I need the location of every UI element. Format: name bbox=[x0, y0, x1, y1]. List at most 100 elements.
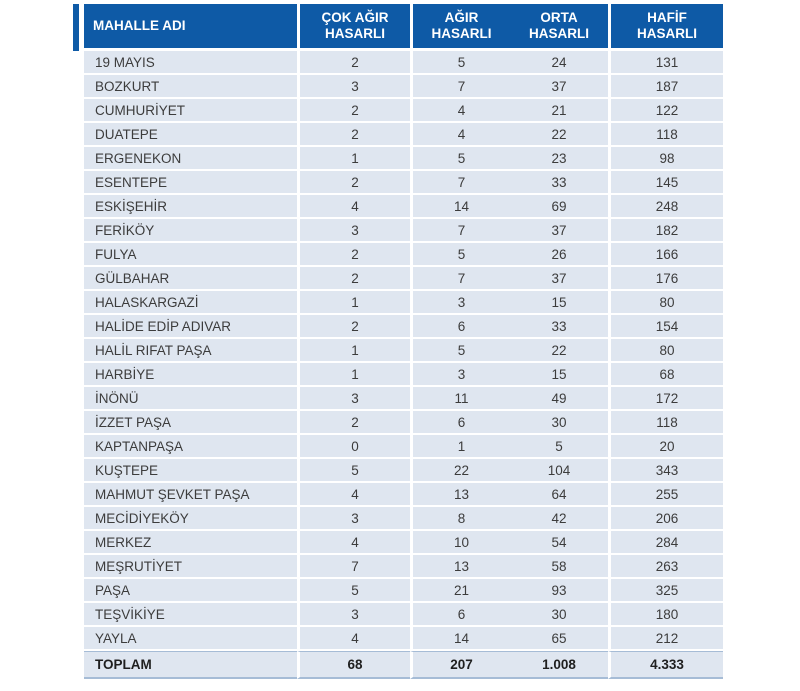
cell-hafif-hasarli: 20 bbox=[608, 435, 723, 459]
cell-mahalle-adi: 19 MAYIS bbox=[84, 51, 297, 75]
cell-hafif-hasarli: 154 bbox=[608, 315, 723, 339]
table-row: ESENTEPE 2 7 33 145 bbox=[84, 171, 723, 195]
cell-cok-agir-hasarli: 4 bbox=[297, 627, 410, 651]
cell-mahalle-adi: TEŞVİKİYE bbox=[84, 603, 297, 627]
table-row: HARBİYE 1 3 15 68 bbox=[84, 363, 723, 387]
cell-cok-agir-hasarli: 2 bbox=[297, 123, 410, 147]
col-header-orta-hasarli: ORTA HASARLI bbox=[510, 4, 608, 51]
cell-cok-agir-hasarli: 2 bbox=[297, 99, 410, 123]
cell-mahalle-adi: FULYA bbox=[84, 243, 297, 267]
cell-agir-hasarli: 21 bbox=[410, 579, 510, 603]
cell-orta-hasarli: 5 bbox=[510, 435, 608, 459]
cell-mahalle-adi: KUŞTEPE bbox=[84, 459, 297, 483]
cell-hafif-hasarli: 182 bbox=[608, 219, 723, 243]
cell-agir-hasarli: 14 bbox=[410, 627, 510, 651]
cell-mahalle-adi: ESKİŞEHİR bbox=[84, 195, 297, 219]
table-row: TEŞVİKİYE 3 6 30 180 bbox=[84, 603, 723, 627]
col-header-cok-agir-hasarli: ÇOK AĞIR HASARLI bbox=[297, 4, 410, 51]
cell-mahalle-adi: TOPLAM bbox=[84, 651, 297, 679]
cell-mahalle-adi: BOZKURT bbox=[84, 75, 297, 99]
col-header-hafif-hasarli: HAFİF HASARLI bbox=[608, 4, 723, 51]
cell-mahalle-adi: HARBİYE bbox=[84, 363, 297, 387]
cell-orta-hasarli: 30 bbox=[510, 411, 608, 435]
cell-hafif-hasarli: 180 bbox=[608, 603, 723, 627]
cell-agir-hasarli: 5 bbox=[410, 147, 510, 171]
cell-cok-agir-hasarli: 1 bbox=[297, 363, 410, 387]
cell-hafif-hasarli: 248 bbox=[608, 195, 723, 219]
cell-mahalle-adi: HALİL RIFAT PAŞA bbox=[84, 339, 297, 363]
table-row: ERGENEKON 1 5 23 98 bbox=[84, 147, 723, 171]
cell-mahalle-adi: KAPTANPAŞA bbox=[84, 435, 297, 459]
cell-hafif-hasarli: 122 bbox=[608, 99, 723, 123]
cell-agir-hasarli: 22 bbox=[410, 459, 510, 483]
cell-agir-hasarli: 5 bbox=[410, 339, 510, 363]
cell-agir-hasarli: 6 bbox=[410, 411, 510, 435]
table-row: YAYLA 4 14 65 212 bbox=[84, 627, 723, 651]
table-row: HALASKARGAZİ 1 3 15 80 bbox=[84, 291, 723, 315]
cell-orta-hasarli: 1.008 bbox=[510, 651, 608, 679]
cell-mahalle-adi: GÜLBAHAR bbox=[84, 267, 297, 291]
cell-orta-hasarli: 24 bbox=[510, 51, 608, 75]
cell-agir-hasarli: 4 bbox=[410, 99, 510, 123]
cell-mahalle-adi: ERGENEKON bbox=[84, 147, 297, 171]
cell-hafif-hasarli: 343 bbox=[608, 459, 723, 483]
table-header-row: MAHALLE ADI ÇOK AĞIR HASARLI AĞIR HASARL… bbox=[84, 4, 723, 51]
table-row: MECİDİYEKÖY 3 8 42 206 bbox=[84, 507, 723, 531]
cell-cok-agir-hasarli: 7 bbox=[297, 555, 410, 579]
cell-hafif-hasarli: 80 bbox=[608, 339, 723, 363]
table-total-row: TOPLAM 68 207 1.008 4.333 bbox=[84, 651, 723, 679]
cell-mahalle-adi: DUATEPE bbox=[84, 123, 297, 147]
cell-hafif-hasarli: 325 bbox=[608, 579, 723, 603]
cell-mahalle-adi: YAYLA bbox=[84, 627, 297, 651]
cell-agir-hasarli: 7 bbox=[410, 219, 510, 243]
cell-orta-hasarli: 22 bbox=[510, 339, 608, 363]
cell-hafif-hasarli: 212 bbox=[608, 627, 723, 651]
table-row: BOZKURT 3 7 37 187 bbox=[84, 75, 723, 99]
cell-hafif-hasarli: 4.333 bbox=[608, 651, 723, 679]
cell-cok-agir-hasarli: 1 bbox=[297, 339, 410, 363]
cell-cok-agir-hasarli: 4 bbox=[297, 483, 410, 507]
cell-mahalle-adi: MEŞRUTİYET bbox=[84, 555, 297, 579]
cell-orta-hasarli: 37 bbox=[510, 219, 608, 243]
cell-agir-hasarli: 11 bbox=[410, 387, 510, 411]
cell-mahalle-adi: MAHMUT ŞEVKET PAŞA bbox=[84, 483, 297, 507]
cell-mahalle-adi: ESENTEPE bbox=[84, 171, 297, 195]
cell-cok-agir-hasarli: 68 bbox=[297, 651, 410, 679]
cell-orta-hasarli: 58 bbox=[510, 555, 608, 579]
table-row: ESKİŞEHİR 4 14 69 248 bbox=[84, 195, 723, 219]
table-row: CUMHURİYET 2 4 21 122 bbox=[84, 99, 723, 123]
cell-agir-hasarli: 7 bbox=[410, 267, 510, 291]
cell-cok-agir-hasarli: 1 bbox=[297, 147, 410, 171]
cell-hafif-hasarli: 118 bbox=[608, 411, 723, 435]
cell-cok-agir-hasarli: 5 bbox=[297, 459, 410, 483]
table-row: MERKEZ 4 10 54 284 bbox=[84, 531, 723, 555]
cell-cok-agir-hasarli: 2 bbox=[297, 411, 410, 435]
cell-hafif-hasarli: 131 bbox=[608, 51, 723, 75]
cell-orta-hasarli: 93 bbox=[510, 579, 608, 603]
cell-orta-hasarli: 21 bbox=[510, 99, 608, 123]
cell-agir-hasarli: 7 bbox=[410, 171, 510, 195]
cell-agir-hasarli: 5 bbox=[410, 243, 510, 267]
cell-orta-hasarli: 65 bbox=[510, 627, 608, 651]
cell-mahalle-adi: HALİDE EDİP ADIVAR bbox=[84, 315, 297, 339]
cell-orta-hasarli: 23 bbox=[510, 147, 608, 171]
cell-mahalle-adi: İNÖNÜ bbox=[84, 387, 297, 411]
cell-hafif-hasarli: 166 bbox=[608, 243, 723, 267]
cell-cok-agir-hasarli: 4 bbox=[297, 195, 410, 219]
col-header-agir-hasarli: AĞIR HASARLI bbox=[410, 4, 510, 51]
cell-mahalle-adi: MECİDİYEKÖY bbox=[84, 507, 297, 531]
cell-orta-hasarli: 49 bbox=[510, 387, 608, 411]
cell-mahalle-adi: MERKEZ bbox=[84, 531, 297, 555]
cell-orta-hasarli: 22 bbox=[510, 123, 608, 147]
cell-agir-hasarli: 207 bbox=[410, 651, 510, 679]
cell-cok-agir-hasarli: 2 bbox=[297, 171, 410, 195]
cell-mahalle-adi: PAŞA bbox=[84, 579, 297, 603]
cell-agir-hasarli: 1 bbox=[410, 435, 510, 459]
cell-agir-hasarli: 3 bbox=[410, 363, 510, 387]
cell-mahalle-adi: CUMHURİYET bbox=[84, 99, 297, 123]
table-row: FULYA 2 5 26 166 bbox=[84, 243, 723, 267]
table-row: İNÖNÜ 3 11 49 172 bbox=[84, 387, 723, 411]
cell-hafif-hasarli: 255 bbox=[608, 483, 723, 507]
cell-hafif-hasarli: 98 bbox=[608, 147, 723, 171]
table-row: İZZET PAŞA 2 6 30 118 bbox=[84, 411, 723, 435]
